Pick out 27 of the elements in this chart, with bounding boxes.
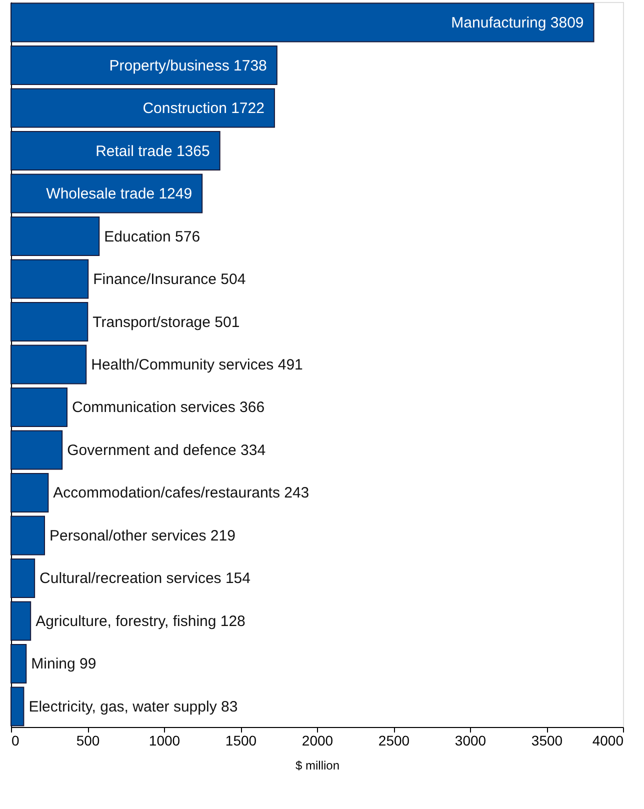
y-tick-label: Accommodation/cafes/restaurants 243 — [53, 484, 310, 502]
y-tick-label: Property/business 1738 — [109, 57, 267, 74]
x-tick-label: 1500 — [225, 732, 257, 748]
x-tick-label: 2000 — [302, 732, 334, 748]
y-tick-label: Health/Community services 491 — [91, 356, 303, 374]
y-tick-label: Construction 1722 — [142, 100, 264, 118]
y-tick-label: Wholesale trade 1249 — [46, 186, 192, 203]
y-tick-label: Electricity, gas, water supply 83 — [28, 698, 238, 716]
y-tick-label: Personal/other services 219 — [50, 527, 236, 544]
y-tick-label: Retail trade 1365 — [96, 142, 210, 160]
x-tick-label: 1000 — [148, 732, 180, 748]
y-tick-label: Cultural/recreation services 154 — [40, 570, 250, 588]
y-tick-label: Communication services 366 — [72, 399, 265, 416]
x-tick-label: 4000 — [592, 732, 624, 748]
y-tick-label: Agriculture, forestry, fishing 128 — [36, 612, 246, 630]
y-tick-label: Education 576 — [104, 228, 200, 246]
x-tick-label: 3500 — [531, 732, 563, 748]
y-tick-label: Government and defence 334 — [67, 442, 266, 459]
x-tick-label: 500 — [76, 732, 100, 748]
y-tick-label: Transport/storage 501 — [92, 314, 240, 331]
x-tick-label: 2500 — [378, 732, 410, 748]
y-tick-label: Mining 99 — [31, 656, 96, 673]
x-tick-label: 0 — [12, 732, 20, 748]
y-tick-label: Manufacturing 3809 — [451, 14, 584, 32]
x-tick-label: 3000 — [454, 732, 486, 748]
y-tick-label: Finance/Insurance 504 — [93, 271, 246, 288]
x-axis-title: $ million — [295, 758, 340, 772]
